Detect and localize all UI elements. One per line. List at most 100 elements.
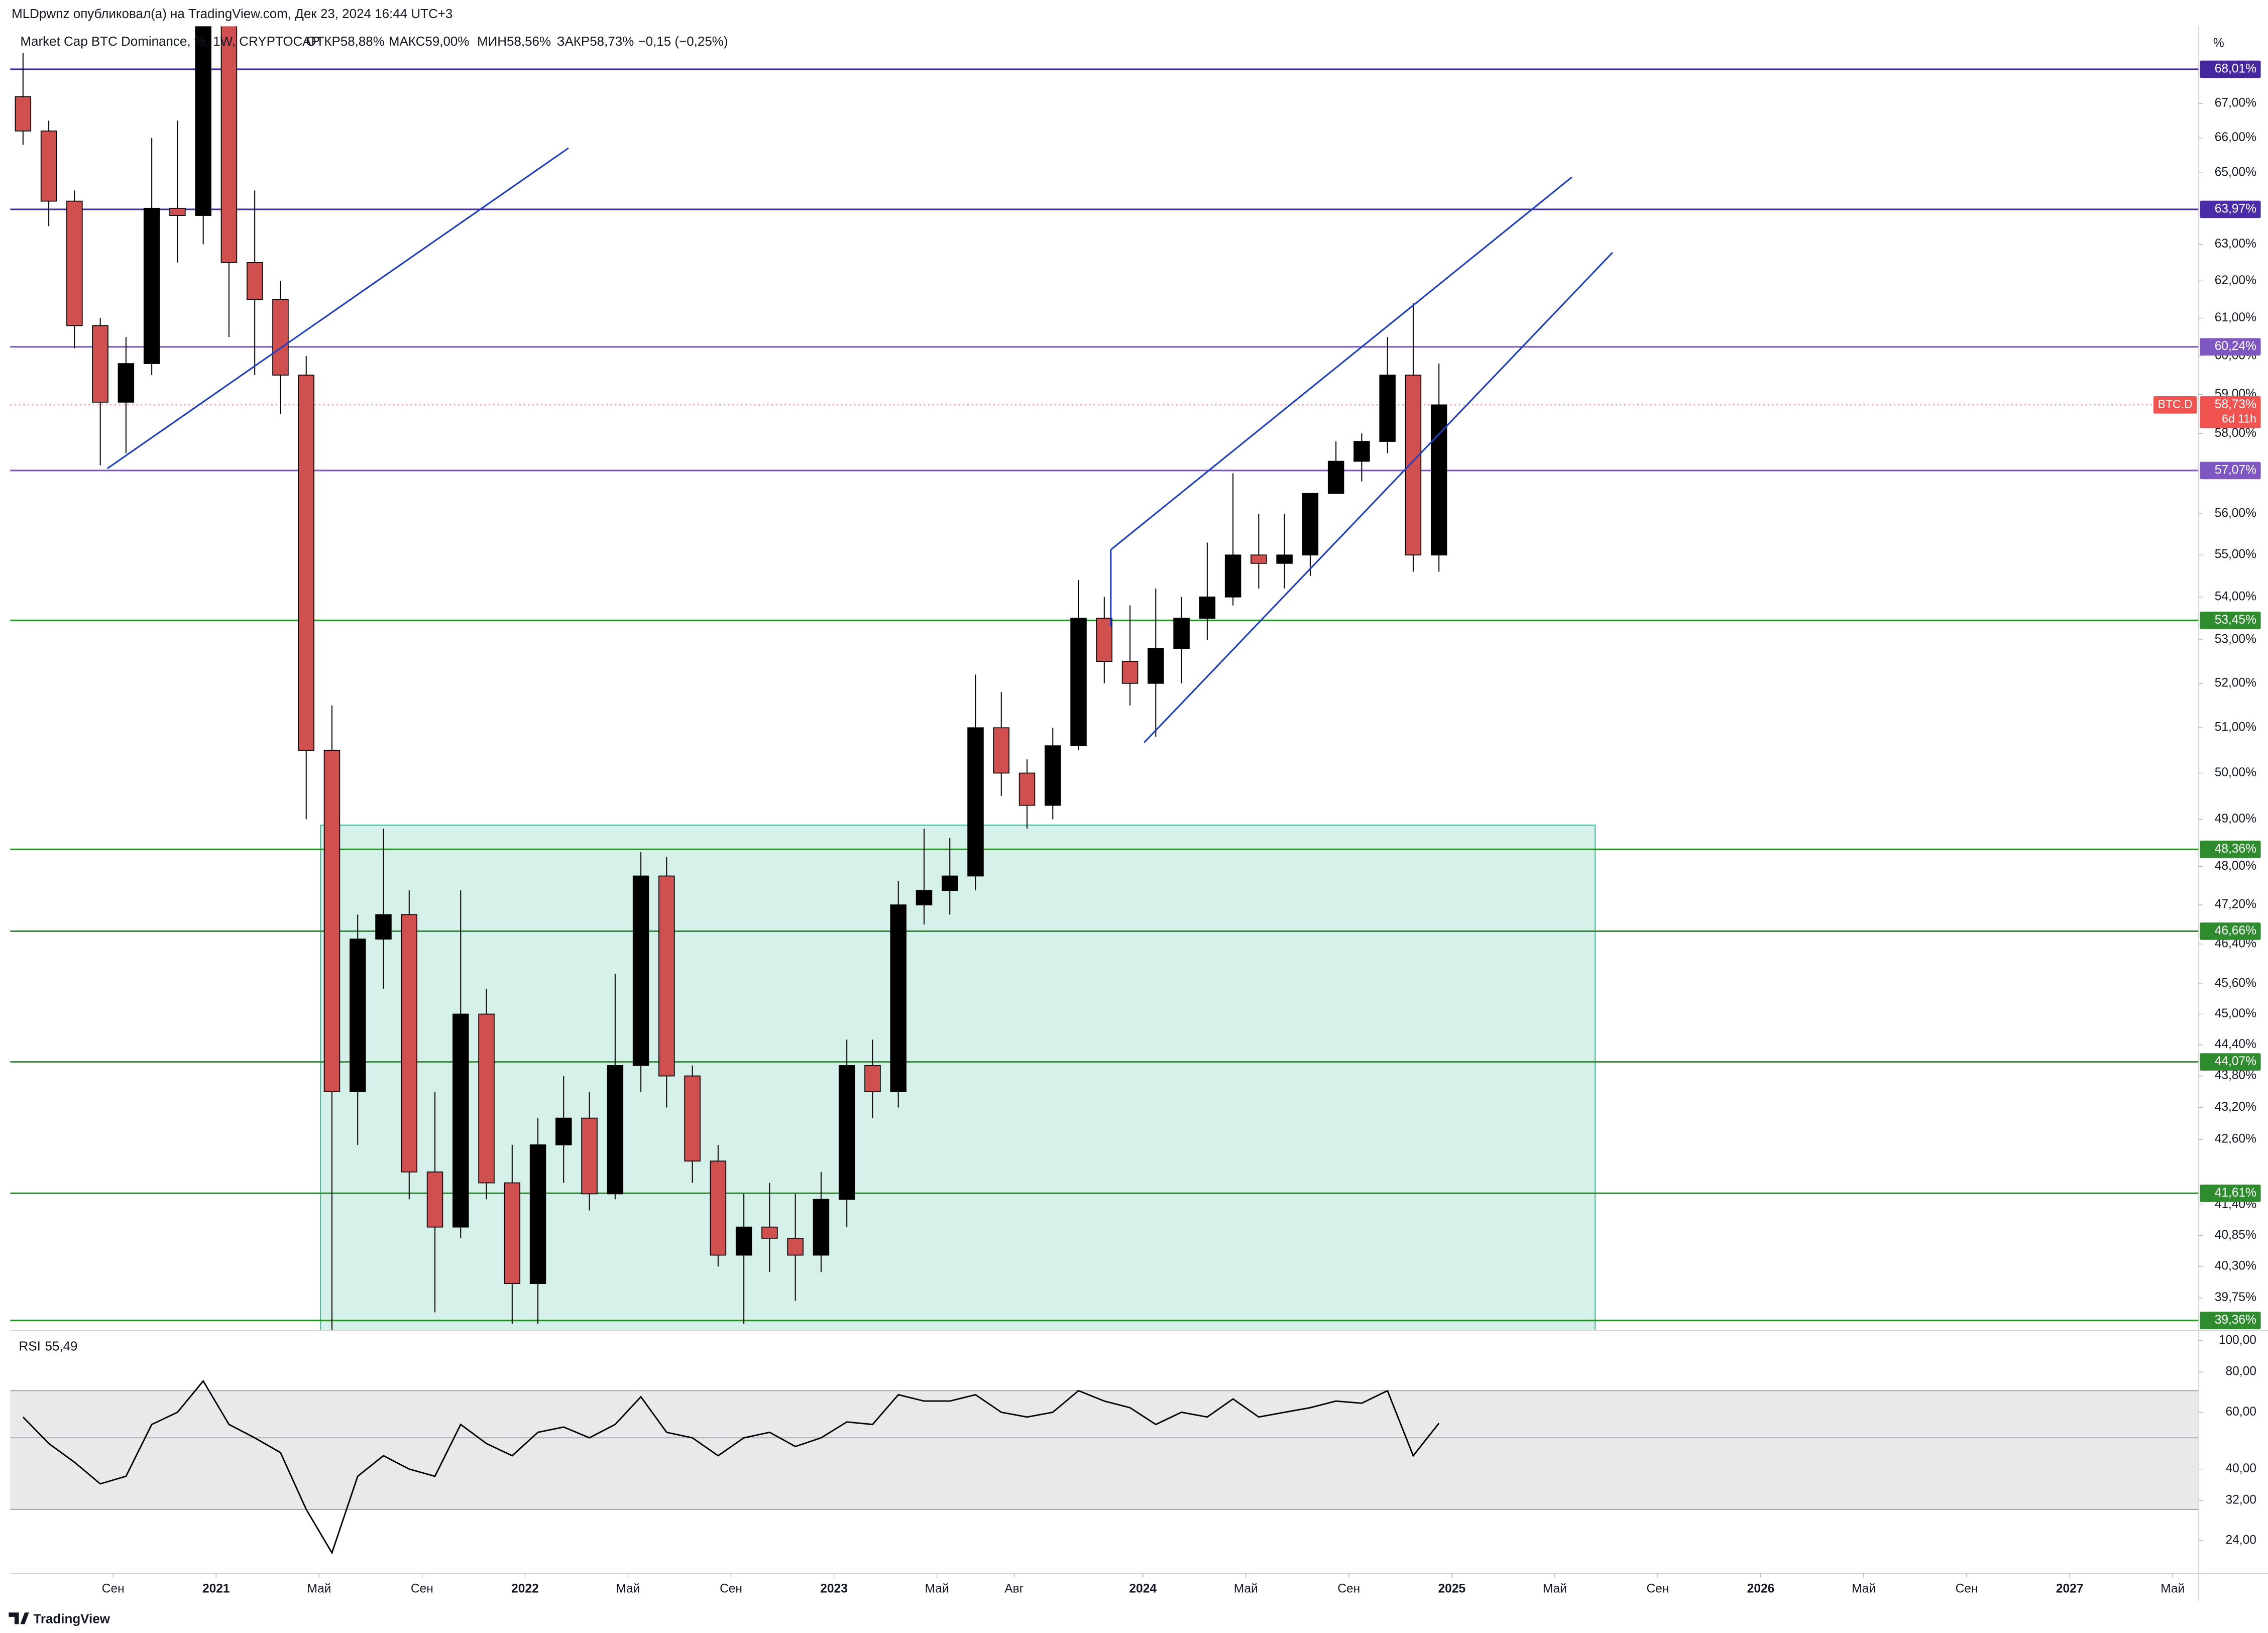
candle-body [993, 727, 1010, 774]
candle-body [66, 200, 83, 326]
candle-body [1121, 661, 1139, 684]
publisher-line: MLDpwnz опубликовал(а) на TradingView.co… [12, 6, 452, 21]
candle-body [1430, 404, 1447, 556]
candle-body [658, 875, 675, 1077]
candle-body [581, 1117, 598, 1195]
x-tick-label: Сен [1956, 1582, 1978, 1596]
ohlc-legend: МИН58,56% [477, 34, 551, 49]
level-label-bg [2200, 612, 2261, 629]
candle-body [1070, 618, 1087, 747]
level-label: 48,36% [2215, 842, 2256, 856]
candle-body [40, 130, 57, 202]
candle-body [555, 1117, 572, 1145]
x-tick-label: 2025 [1438, 1582, 1466, 1596]
y-tick-label: 67,00% [2215, 96, 2256, 110]
y-tick-label: 45,60% [2215, 977, 2256, 990]
x-tick-label: Авг [1004, 1582, 1024, 1596]
symbol-label: BTC.D [2158, 397, 2193, 410]
x-tick-label: 2024 [1129, 1582, 1157, 1596]
candle-body [684, 1075, 701, 1162]
rsi-y-tick-label: 40,00 [2226, 1462, 2256, 1475]
candle-body [1148, 648, 1164, 684]
x-tick-label: Сен [720, 1582, 742, 1596]
x-tick-label: Сен [1646, 1582, 1669, 1596]
candle-body [813, 1199, 830, 1256]
x-tick-label: Май [2161, 1582, 2185, 1596]
x-tick-label: Май [925, 1582, 949, 1596]
rsi-y-tick-label: 32,00 [2226, 1493, 2256, 1506]
level-label-bg [2200, 1312, 2261, 1329]
level-label-bg [2200, 1053, 2261, 1071]
level-label: 44,07% [2215, 1055, 2256, 1068]
candle-body [710, 1160, 727, 1256]
candle-body [607, 1065, 624, 1195]
y-tick-label: 56,00% [2215, 507, 2256, 520]
level-label: 41,61% [2215, 1186, 2256, 1200]
level-label-bg [2200, 60, 2261, 78]
candle-body [298, 375, 314, 751]
level-label: 60,24% [2215, 339, 2256, 353]
candle-body [890, 904, 906, 1092]
x-tick-label: Май [1543, 1582, 1567, 1596]
candle-body [169, 207, 186, 216]
candle-body [529, 1144, 546, 1284]
candle-body [272, 299, 289, 376]
y-tick-label: 45,00% [2215, 1007, 2256, 1020]
y-tick-label: 40,30% [2215, 1259, 2256, 1273]
rsi-y-tick-label: 24,00 [2226, 1534, 2256, 1547]
x-tick-label: 2022 [511, 1582, 539, 1596]
level-label: 46,66% [2215, 924, 2256, 938]
x-tick-label: 2026 [1747, 1582, 1775, 1596]
candle-body [220, 26, 238, 263]
candle-body [478, 1013, 495, 1184]
level-label: 57,07% [2215, 463, 2256, 477]
candle-body [323, 750, 341, 1092]
y-tick-label: 48,00% [2215, 859, 2256, 873]
y-tick-label: 65,00% [2215, 166, 2256, 179]
y-tick-label: 52,00% [2215, 676, 2256, 689]
y-tick-label: 42,60% [2215, 1132, 2256, 1146]
candle-body [916, 890, 933, 905]
candle-body [1405, 375, 1422, 556]
candle-body [735, 1226, 752, 1256]
candle-body [941, 875, 958, 891]
candle-body [452, 1013, 469, 1228]
candle-body [761, 1226, 778, 1239]
rsi-band [10, 1390, 2199, 1509]
y-tick-label: 62,00% [2215, 274, 2256, 287]
candle-body [1096, 618, 1113, 662]
trend-line[interactable] [1144, 252, 1614, 743]
rsi-value: 55,49 [45, 1339, 78, 1354]
y-tick-label: 43,80% [2215, 1069, 2256, 1082]
level-label-bg [2200, 841, 2261, 858]
y-unit: % [2213, 36, 2224, 50]
candle-body [1276, 554, 1293, 564]
level-label-bg [2200, 461, 2261, 480]
trend-line[interactable] [1110, 176, 1573, 550]
rsi-title: RSI [19, 1339, 41, 1354]
rsi-line [22, 1379, 1440, 1555]
x-tick-label: Сен [411, 1582, 433, 1596]
level-label-bg [2200, 1185, 2261, 1202]
level-label-bg [2200, 922, 2261, 940]
x-tick-label: Сен [1337, 1582, 1360, 1596]
y-tick-label: 43,20% [2215, 1100, 2256, 1114]
ohlc-legend: ОТКР58,88% [306, 34, 385, 49]
candle-body [1379, 375, 1396, 442]
x-tick-label: Май [1234, 1582, 1258, 1596]
y-tick-label: 53,00% [2215, 633, 2256, 646]
candle-body [1018, 772, 1036, 806]
candle-body [15, 96, 32, 132]
trend-line[interactable] [106, 147, 569, 470]
candle-body [92, 325, 108, 403]
rsi-y-tick-label: 80,00 [2226, 1365, 2256, 1378]
y-tick-label: 54,00% [2215, 590, 2256, 603]
y-tick-label: 50,00% [2215, 766, 2256, 779]
rsi-pane [10, 1379, 2199, 1555]
x-tick-label: 2023 [820, 1582, 848, 1596]
x-tick-label: Май [307, 1582, 331, 1596]
